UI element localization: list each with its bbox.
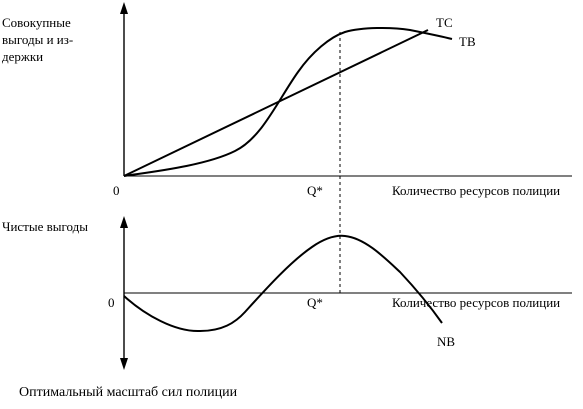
bottom-q-star-label: Q*: [307, 295, 323, 310]
top-y-axis-arrow: [120, 2, 128, 14]
bottom-y-label: Чистые выгоды: [2, 219, 88, 234]
figure-caption: Оптимальный масштаб сил полиции: [19, 385, 238, 400]
tb-series-label: TB: [459, 34, 476, 49]
top-y-label-line-1: Совокупные: [2, 15, 71, 30]
top-q-star-label: Q*: [307, 183, 323, 198]
nb-series-label: NB: [437, 334, 455, 349]
bottom-y-axis-arrow-up: [120, 216, 128, 228]
top-y-label-line-3: держки: [2, 49, 43, 64]
tc-series-label: TC: [436, 15, 453, 30]
bottom-origin-label: 0: [108, 295, 115, 310]
top-x-label: Количество ресурсов полиции: [392, 183, 560, 198]
bottom-y-axis-arrow-down: [120, 358, 128, 370]
tc-series-line: [123, 26, 453, 177]
top-origin-label: 0: [113, 183, 120, 198]
nb-series-line: [123, 234, 443, 333]
top-y-label-line-2: выгоды и из-: [2, 32, 73, 47]
bottom-x-label: Количество ресурсов полиции: [392, 295, 560, 310]
tb-series-line: [123, 29, 429, 177]
